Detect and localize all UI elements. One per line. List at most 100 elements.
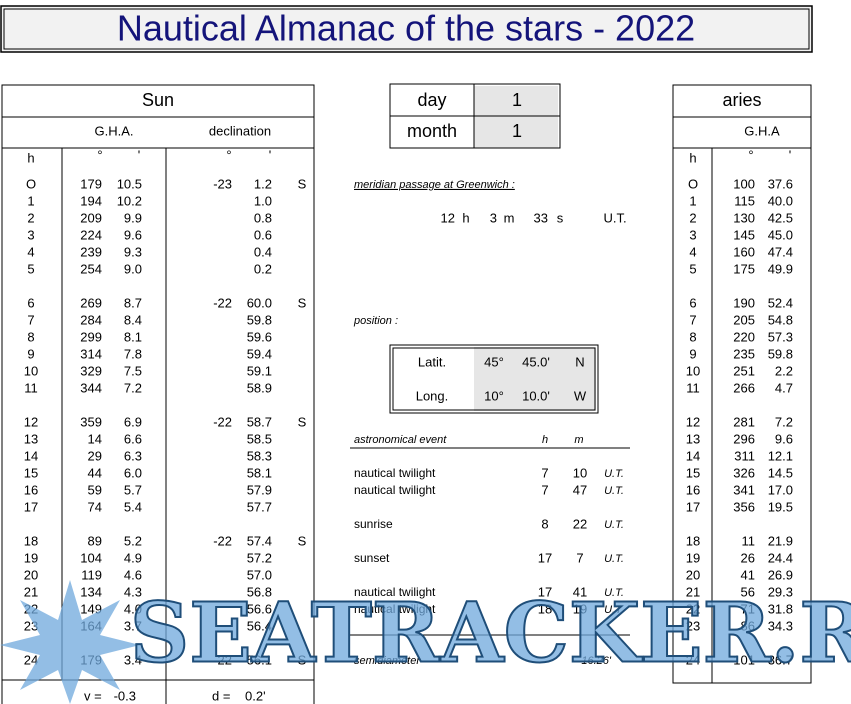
gha-minutes: 9.6 [775,431,793,446]
gha-degrees: 209 [80,210,102,225]
hour: O [26,176,36,191]
gha-degrees: 269 [80,295,102,310]
position-box-inner [392,347,596,411]
gha-degrees: 89 [88,533,102,548]
gha-minutes: 37.6 [768,176,793,191]
dec-minutes: 56.8 [247,584,272,599]
gha-minutes: 4.7 [775,380,793,395]
dec-minutes: 0.4 [254,244,272,259]
gha-minutes: 6.3 [124,448,142,463]
input-bg [474,86,558,148]
sun-header: Sun [142,90,174,110]
dec-minutes: 57.2 [247,550,272,565]
dec-direction: S [298,652,307,667]
gha-minutes: 4.0 [124,601,142,616]
gha-minutes: 10.5 [117,176,142,191]
gha-minutes: 5.7 [124,482,142,497]
gha-minutes: 9.0 [124,261,142,276]
dec-minutes: 0.6 [254,227,272,242]
hour: 24 [24,652,38,667]
input-label: month [407,121,457,141]
gha-minutes: 26.9 [768,567,793,582]
gha-degrees: 59 [88,482,102,497]
events-header: m [574,434,583,446]
column-header: h [27,150,34,165]
hour: 8 [689,329,696,344]
gha-degrees: 130 [733,210,755,225]
gha-minutes: 19.5 [768,499,793,514]
semidiameter-label: semidiameter [354,655,421,667]
hour: 23 [686,618,700,633]
dec-degrees: -22 [213,652,232,667]
position-name: Long. [416,388,449,403]
gha-minutes: 36.7 [768,652,793,667]
dec-minutes: 1.0 [254,193,272,208]
dec-minutes: 60.0 [247,295,272,310]
footer-label: v = [84,688,102,703]
position-degrees: 10° [484,388,504,403]
gha-minutes: 34.3 [768,618,793,633]
event-hour: 8 [541,516,548,531]
dec-degrees: -22 [213,295,232,310]
hour: 20 [686,567,700,582]
event-minute: 47 [573,482,587,497]
dec-minutes: 56.1 [247,652,272,667]
hour: O [688,176,698,191]
gha-degrees: 329 [80,363,102,378]
event-minute: 41 [573,584,587,599]
dec-minutes: 56.6 [247,601,272,616]
hour: 21 [686,584,700,599]
gha-minutes: 4.9 [124,550,142,565]
event-unit: U.T. [604,553,624,565]
gha-minutes: 7.8 [124,346,142,361]
position-name: Latit. [418,354,446,369]
dec-minutes: 57.9 [247,482,272,497]
event-hour: 17 [538,584,552,599]
dec-minutes: 58.5 [247,431,272,446]
gha-degrees: 175 [733,261,755,276]
column-header: ' [789,147,791,162]
event-name: nautical twilight [354,585,436,599]
dec-minutes: 56.4 [247,618,272,633]
hour: 1 [27,193,34,208]
event-name: sunset [354,551,390,565]
gha-degrees: 44 [88,465,102,480]
event-name: nautical twilight [354,483,436,497]
hour: 2 [689,210,696,225]
gha-degrees: 115 [734,193,755,208]
dec-minutes: 59.8 [247,312,272,327]
dec-direction: S [298,533,307,548]
gha-degrees: 14 [88,431,102,446]
dec-minutes: 0.8 [254,210,272,225]
column-header: ' [269,147,271,162]
gha-degrees: 341 [733,482,755,497]
hour: 6 [689,295,696,310]
gha-minutes: 5.4 [124,499,142,514]
gha-minutes: 7.5 [124,363,142,378]
gha-minutes: 14.5 [768,465,793,480]
gha-minutes: 17.0 [768,482,793,497]
events-header: h [542,434,548,446]
hour: 21 [24,584,38,599]
column-header: G.H.A [744,123,780,138]
event-unit: U.T. [604,604,624,616]
gha-minutes: 31.8 [768,601,793,616]
position-bg [474,347,596,411]
gha-minutes: 49.9 [768,261,793,276]
gha-degrees: 101 [733,652,755,667]
gha-degrees: 224 [80,227,102,242]
gha-degrees: 26 [741,550,755,565]
gha-minutes: 9.6 [124,227,142,242]
hour: 16 [24,482,38,497]
hour: 11 [686,380,700,395]
gha-degrees: 119 [81,567,102,582]
footer-value: 0.2' [245,688,266,703]
column-header: declination [209,123,271,138]
gha-degrees: 134 [80,584,102,599]
sun-table [1,84,315,704]
hour: 9 [27,346,34,361]
gha-degrees: 311 [734,448,755,463]
gha-minutes: 24.4 [768,550,793,565]
aries-header: aries [722,90,761,110]
